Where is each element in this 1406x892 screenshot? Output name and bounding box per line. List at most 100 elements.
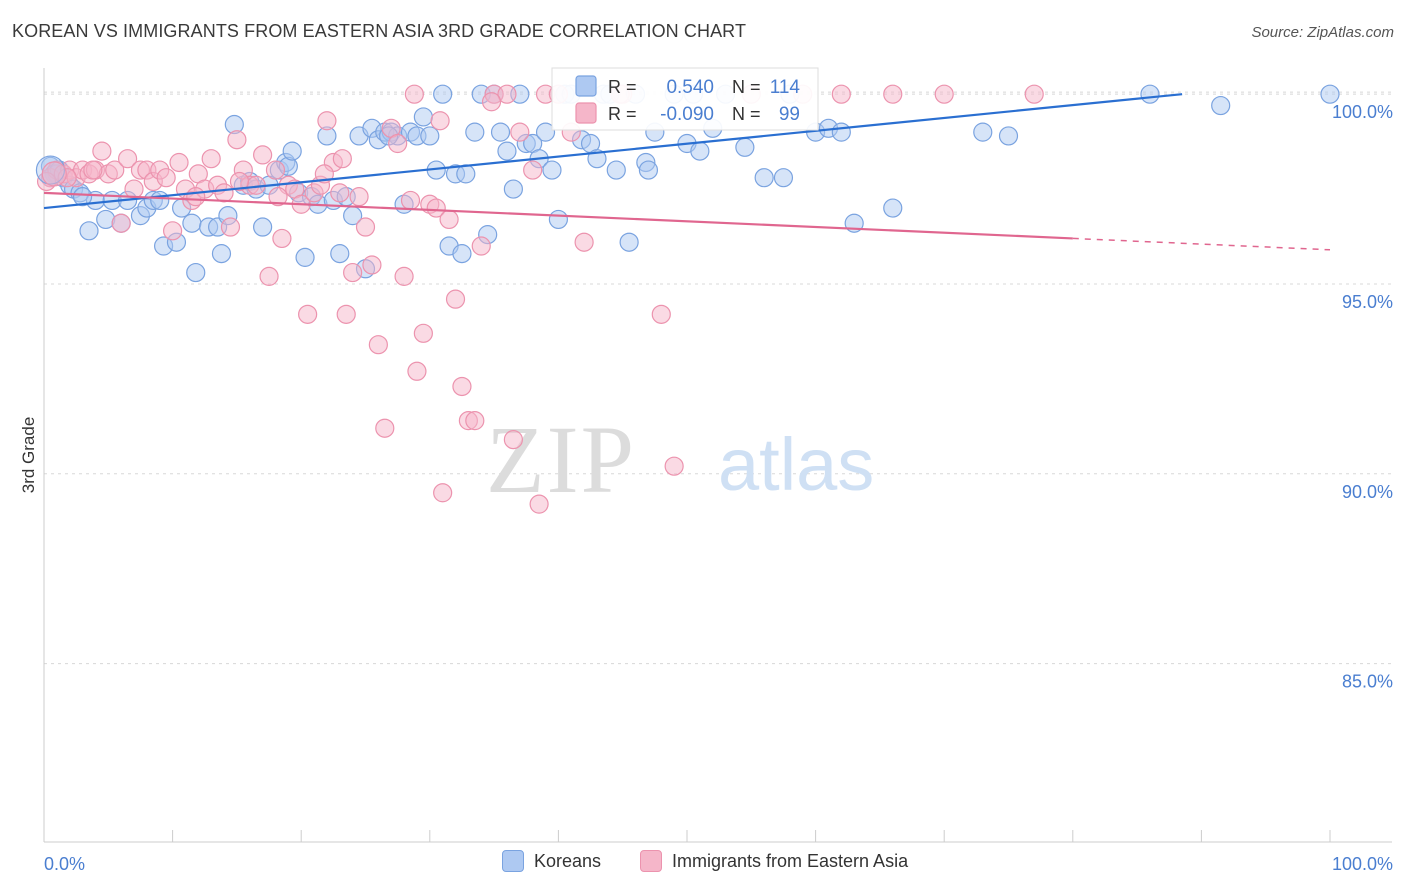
stats-legend: R = 0.540 N = 114 R = -0.090 N = 99 [551, 67, 819, 131]
data-point-pink [883, 84, 903, 104]
y-tick-label: 90.0% [1342, 482, 1393, 502]
data-point-pink [229, 171, 250, 192]
y-tick-label: 95.0% [1342, 292, 1393, 312]
data-point-blue [72, 187, 93, 207]
data-point-pink [156, 168, 176, 188]
stats-swatch-blue [575, 75, 597, 97]
data-point-blue [883, 198, 903, 218]
data-point-blue [754, 168, 774, 188]
data-point-pink [268, 187, 288, 207]
legend-label-immigrants: Immigrants from Eastern Asia [672, 850, 909, 871]
watermark: ZIP atlas [486, 406, 874, 513]
data-point-blue [1211, 95, 1231, 116]
data-point-blue [503, 179, 523, 199]
data-point-blue [542, 160, 562, 180]
data-point-pink [439, 209, 459, 230]
data-point-blue [186, 262, 206, 283]
chart-title: KOREAN VS IMMIGRANTS FROM EASTERN ASIA 3… [12, 21, 747, 41]
data-point-pink [117, 149, 138, 169]
stats-n-value: 114 [770, 77, 801, 98]
data-point-blue [253, 217, 273, 237]
data-point-pink [355, 217, 376, 237]
data-point-blue [1320, 84, 1340, 104]
legend-item-immigrants[interactable]: Immigrants from Eastern Asia [640, 850, 908, 872]
data-point-cluster-pink [41, 161, 67, 187]
data-point-blue [535, 122, 556, 142]
legend-label-koreans: Koreans [534, 850, 602, 871]
data-point-pink [481, 92, 502, 112]
watermark-zip: ZIP [486, 406, 636, 513]
data-point-pink [343, 262, 363, 283]
data-point-pink [298, 304, 318, 324]
data-point-cluster-blue [35, 155, 66, 185]
data-point-blue [773, 168, 794, 188]
data-point-pink [407, 361, 427, 381]
data-point-blue [497, 141, 517, 161]
data-point-pink [452, 376, 472, 397]
stats-r-label: R = [608, 104, 637, 124]
data-point-pink [664, 456, 684, 476]
stats-n-label: N = [732, 104, 761, 124]
data-point-blue [690, 141, 710, 161]
stats-r-value: -0.090 [660, 104, 714, 125]
data-point-pink [336, 304, 356, 324]
data-point-pink [220, 217, 241, 237]
data-point-pink [317, 111, 337, 131]
data-point-pink [227, 130, 247, 150]
points-layer [35, 84, 1340, 514]
stats-r-value: 0.540 [666, 77, 714, 98]
stats-swatch-pink [575, 102, 597, 124]
data-point-blue [831, 122, 851, 142]
data-point-pink [105, 160, 125, 180]
data-point-pink [574, 232, 594, 252]
data-point-pink [265, 160, 286, 180]
source-label: Source: ZipAtlas.com [1251, 24, 1394, 41]
data-point-pink [330, 183, 350, 203]
data-point-pink [426, 198, 446, 218]
data-point-blue [973, 122, 993, 142]
data-point-pink [1024, 84, 1044, 104]
data-point-blue [282, 141, 302, 161]
data-point-pink [445, 289, 466, 309]
data-point-blue [619, 232, 639, 252]
stats-r-label: R = [608, 77, 637, 97]
data-point-pink [272, 228, 292, 249]
data-point-blue [998, 126, 1019, 146]
legend-swatch-koreans [502, 850, 524, 872]
data-point-pink [510, 122, 530, 142]
data-point-pink [375, 418, 395, 438]
x-tick-label-max: 100.0% [1332, 854, 1393, 874]
data-point-pink [433, 483, 453, 503]
data-point-pink [349, 187, 369, 207]
data-point-pink [400, 190, 421, 211]
data-point-blue [490, 122, 511, 142]
data-point-blue [452, 244, 472, 264]
trend-line-pink [43, 191, 1073, 240]
data-point-blue [433, 84, 453, 104]
stats-n-label: N = [732, 77, 761, 97]
data-point-pink [497, 84, 517, 104]
data-point-pink [169, 152, 189, 173]
trend-line-dashed-pink [1072, 237, 1331, 251]
data-point-blue [413, 107, 433, 127]
data-point-pink [465, 411, 485, 431]
data-point-pink [430, 111, 450, 131]
data-point-pink [934, 84, 954, 104]
data-point-blue [638, 160, 659, 180]
y-tick-label: 100.0% [1332, 102, 1393, 122]
data-point-pink [214, 183, 234, 203]
stats-n-value: 99 [779, 104, 800, 125]
data-point-blue [211, 244, 232, 264]
data-point-pink [92, 141, 112, 161]
data-point-pink [413, 323, 433, 343]
data-point-pink [201, 149, 221, 169]
data-point-blue [1140, 84, 1160, 104]
x-tick-label-min: 0.0% [44, 854, 85, 874]
data-point-pink [368, 335, 388, 355]
legend-item-koreans[interactable]: Koreans [502, 850, 601, 872]
data-point-pink [83, 160, 103, 180]
trend-line-blue [43, 93, 1183, 210]
data-point-blue [465, 122, 485, 142]
data-point-pink [404, 84, 424, 104]
